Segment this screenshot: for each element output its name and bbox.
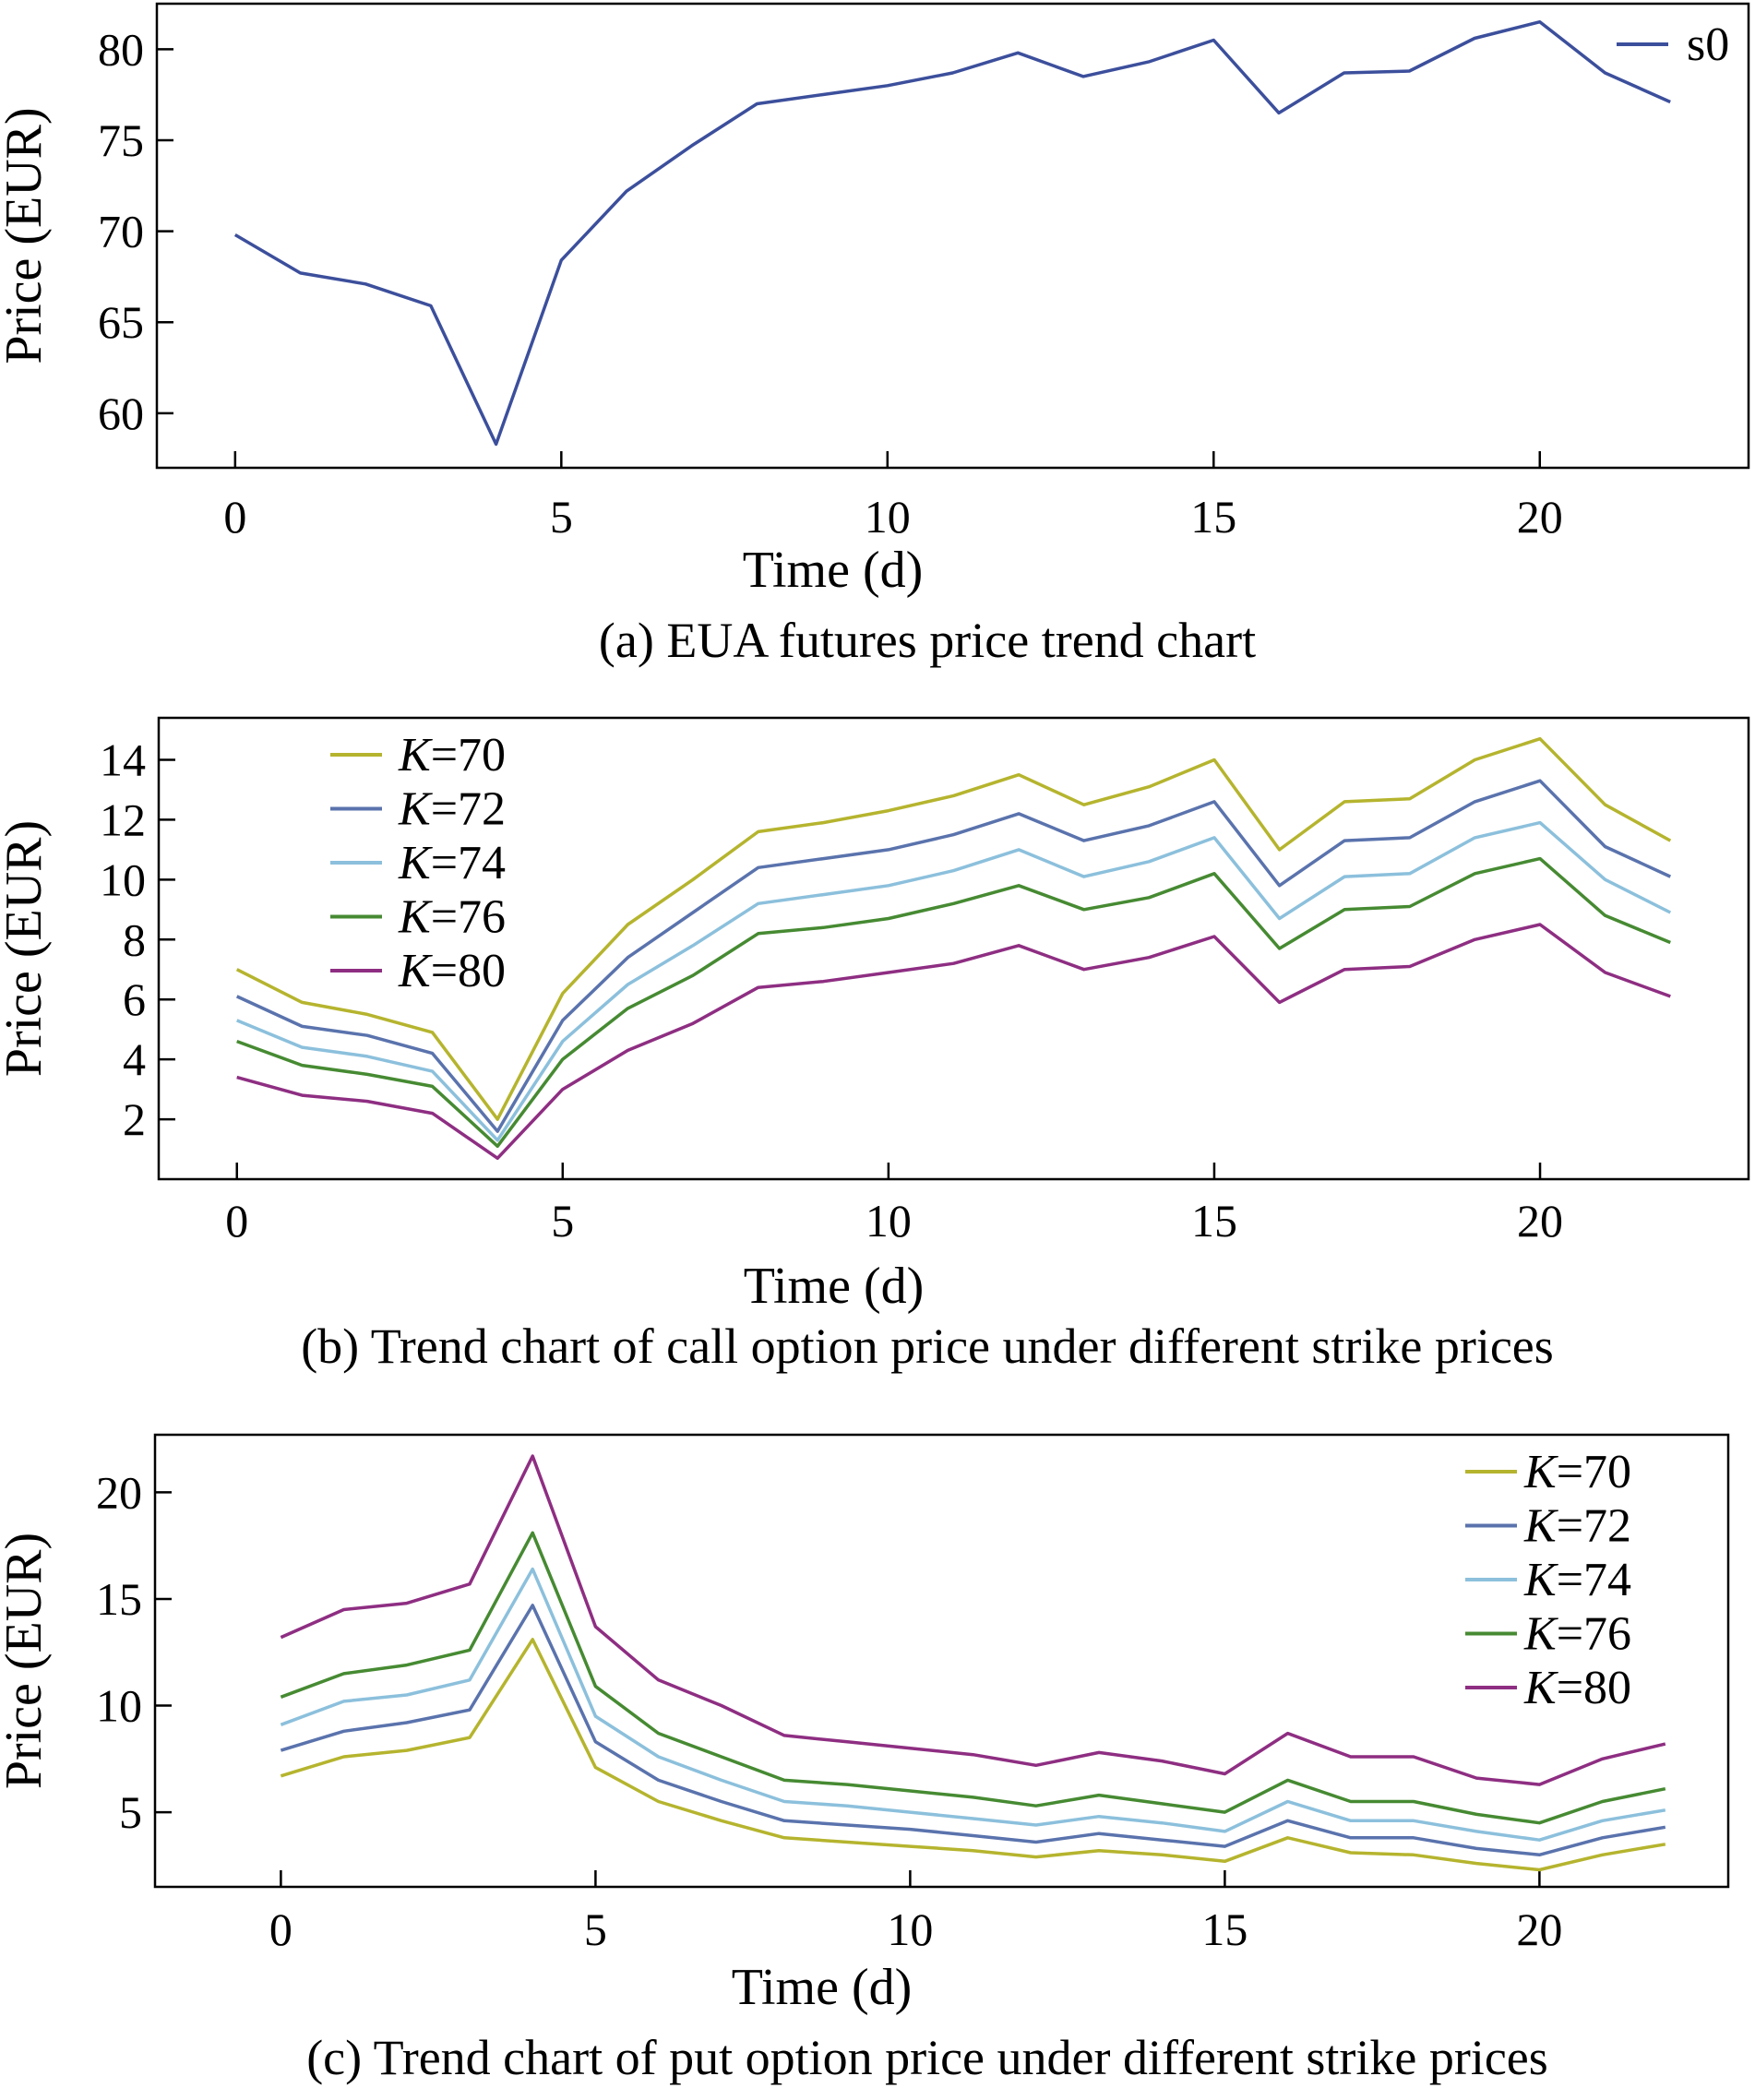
series-line-K80 (236, 923, 1671, 1161)
series-line-K70 (235, 736, 1672, 1121)
y-tick-label: 75 (98, 114, 144, 166)
plot-frame (155, 2, 1750, 470)
y-axis-title: Price (EUR) (0, 107, 53, 364)
series-line-s0 (233, 19, 1671, 447)
y-tick-label: 2 (123, 1093, 146, 1145)
plot-frame (157, 716, 1750, 1181)
x-tick-label: 5 (550, 491, 573, 543)
legend-label: K=72 (398, 783, 506, 836)
x-tick-label: 10 (866, 1195, 912, 1247)
series-line-K74 (280, 1567, 1666, 1842)
chart-panel-b: 0 5 10 15 20 2 4 6 8 10 12 14 Time (d) Price (EUR) (b)… (0, 716, 1750, 1374)
legend-label: K=80 (398, 945, 506, 997)
x-tick-label: 10 (887, 1903, 933, 1955)
legend-label: K=76 (398, 891, 506, 944)
legend-label: K=76 (1523, 1608, 1631, 1661)
x-tick-label: 10 (865, 491, 911, 543)
x-tick-label: 15 (1201, 1903, 1248, 1955)
x-axis-title: Time (d) (743, 542, 924, 599)
chart-caption: (b) Trend chart of call option price und… (301, 1318, 1554, 1374)
series-line-K74 (236, 820, 1672, 1142)
y-tick-label: 20 (96, 1466, 142, 1518)
x-tick-label: 0 (223, 491, 246, 543)
series-line-K70 (280, 1638, 1666, 1872)
legend-label: s0 (1687, 18, 1729, 71)
x-tick-label: 0 (225, 1195, 248, 1247)
y-axis-title: Price (EUR) (0, 820, 53, 1077)
x-tick-label: 5 (551, 1195, 574, 1247)
legend-label: K=80 (1523, 1662, 1631, 1714)
legend-label: K=70 (398, 729, 506, 782)
chart-panel-c: 0 5 10 15 20 5 10 15 20 Time (d) Price (EUR) (c) Tr… (0, 1433, 1730, 2085)
y-tick-label: 14 (100, 734, 146, 785)
y-tick-label: 65 (98, 296, 144, 348)
y-tick-label: 15 (96, 1573, 142, 1625)
x-tick-label: 20 (1517, 1195, 1563, 1247)
legend-label: K=70 (1523, 1446, 1631, 1498)
y-tick-label: 70 (98, 206, 144, 257)
x-axis-title: Time (d) (744, 1258, 925, 1315)
y-axis-title: Price (EUR) (0, 1533, 53, 1789)
x-tick-label: 0 (269, 1903, 292, 1955)
y-tick-label: 5 (119, 1786, 142, 1838)
y-tick-label: 10 (100, 853, 146, 905)
chart-panel-a: 0 5 10 15 20 60 65 70 75 80 Time (d) Price (EUR) (a)… (0, 2, 1750, 668)
series-line-K80 (280, 1454, 1666, 1786)
x-tick-label: 20 (1516, 1903, 1562, 1955)
y-tick-label: 8 (123, 913, 146, 965)
y-tick-label: 10 (96, 1680, 142, 1732)
series-line-K72 (280, 1604, 1666, 1857)
legend-label: K=72 (1523, 1500, 1631, 1553)
chart-caption: (a) EUA futures price trend chart (599, 613, 1256, 668)
series-line-K76 (236, 856, 1671, 1149)
y-tick-label: 12 (100, 793, 146, 845)
y-tick-label: 6 (123, 973, 146, 1025)
series-line-K72 (235, 779, 1672, 1133)
y-tick-label: 80 (98, 23, 144, 75)
x-tick-label: 15 (1190, 491, 1236, 543)
x-tick-label: 20 (1517, 491, 1563, 543)
legend-label: K=74 (398, 837, 506, 889)
y-tick-label: 60 (98, 388, 144, 439)
series-line-K76 (280, 1531, 1666, 1825)
plot-frame (153, 1433, 1730, 1889)
y-tick-label: 4 (123, 1033, 146, 1085)
x-tick-label: 15 (1191, 1195, 1237, 1247)
legend-label: K=74 (1523, 1554, 1631, 1606)
x-axis-title: Time (d) (732, 1959, 913, 2016)
chart-caption: (c) Trend chart of put option price unde… (306, 2030, 1548, 2085)
x-tick-label: 5 (584, 1903, 607, 1955)
